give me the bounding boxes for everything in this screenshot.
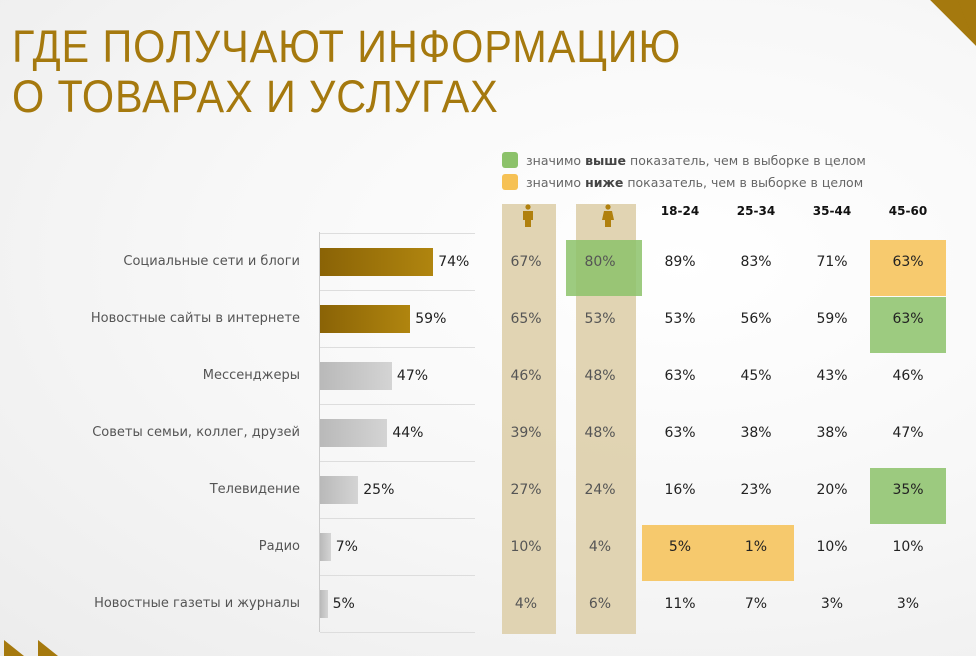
table-cell: 4% bbox=[588, 539, 612, 555]
table-cell: 20% bbox=[816, 482, 848, 498]
table-cell: 48% bbox=[584, 425, 616, 441]
table-cell: 24% bbox=[584, 482, 616, 498]
bar-value-label: 59% bbox=[415, 311, 447, 327]
bar-value-label: 47% bbox=[396, 368, 429, 384]
table-cell: 1% bbox=[744, 539, 768, 555]
category-label: Новостные сайты в интернете bbox=[90, 311, 300, 326]
table-cell: 56% bbox=[740, 311, 772, 327]
category-label: Советы семьи, коллег, друзей bbox=[92, 425, 300, 440]
table-cell: 43% bbox=[816, 368, 848, 384]
column-header-45-60: 45-60 bbox=[888, 204, 928, 218]
bar bbox=[320, 362, 392, 390]
male-icon bbox=[490, 204, 566, 231]
legend-lower: значимо ниже показатель, чем в выборке в… bbox=[502, 174, 863, 190]
column-header-18-24: 18-24 bbox=[660, 204, 700, 218]
table-cell: 46% bbox=[892, 368, 924, 384]
row-divider bbox=[320, 518, 475, 519]
bar bbox=[320, 248, 434, 276]
row-divider bbox=[320, 347, 475, 348]
row-divider bbox=[320, 632, 475, 633]
significance-highlight-lower bbox=[870, 240, 946, 296]
row-divider bbox=[320, 290, 475, 291]
table-cell: 4% bbox=[514, 596, 538, 612]
significance-highlight-higher bbox=[870, 468, 946, 524]
table-cell: 63% bbox=[892, 254, 924, 270]
table-cell: 38% bbox=[816, 425, 848, 441]
bar bbox=[320, 590, 328, 618]
bottom-triangle-decoration bbox=[4, 640, 24, 656]
table-cell: 53% bbox=[584, 311, 616, 327]
table-cell: 35% bbox=[892, 482, 924, 498]
bar-value-label: 44% bbox=[392, 425, 424, 441]
category-label: Социальные сети и блоги bbox=[123, 254, 300, 269]
legend-swatch-yellow bbox=[502, 174, 518, 190]
bar bbox=[320, 533, 331, 561]
significance-highlight-lower bbox=[642, 525, 718, 581]
bottom-triangle-decoration bbox=[38, 640, 58, 656]
category-label: Телевидение bbox=[209, 482, 300, 497]
table-cell: 7% bbox=[744, 596, 768, 612]
table-cell: 46% bbox=[510, 368, 542, 384]
bar-value-label: 74% bbox=[438, 254, 470, 270]
bar-value-label: 5% bbox=[332, 596, 355, 612]
row-divider bbox=[320, 461, 475, 462]
table-cell: 63% bbox=[664, 425, 696, 441]
table-cell: 16% bbox=[664, 482, 696, 498]
bar-value-label: 25% bbox=[363, 482, 395, 498]
table-cell: 89% bbox=[664, 254, 696, 270]
table-cell: 48% bbox=[584, 368, 616, 384]
row-divider bbox=[320, 404, 475, 405]
table-cell: 45% bbox=[740, 368, 772, 384]
column-header-25-34: 25-34 bbox=[736, 204, 776, 218]
bar bbox=[320, 476, 359, 504]
table-cell: 10% bbox=[892, 539, 924, 555]
legend-swatch-green bbox=[502, 152, 518, 168]
table-cell: 5% bbox=[668, 539, 692, 555]
table-cell: 59% bbox=[816, 311, 848, 327]
table-cell: 11% bbox=[664, 596, 696, 612]
category-label: Новостные газеты и журналы bbox=[94, 596, 300, 611]
table-cell: 10% bbox=[510, 539, 542, 555]
legend-higher: значимо выше показатель, чем в выборке в… bbox=[502, 152, 866, 168]
significance-highlight-higher bbox=[566, 240, 642, 296]
table-cell: 83% bbox=[740, 254, 772, 270]
column-header-35-44: 35-44 bbox=[812, 204, 852, 218]
table-cell: 65% bbox=[510, 311, 542, 327]
bar bbox=[320, 419, 388, 447]
table-cell: 67% bbox=[510, 254, 542, 270]
row-divider bbox=[320, 233, 475, 234]
category-label: Радио bbox=[258, 539, 300, 554]
table-cell: 39% bbox=[510, 425, 542, 441]
table-cell: 23% bbox=[740, 482, 772, 498]
category-label: Мессенджеры bbox=[202, 368, 300, 383]
table-cell: 3% bbox=[820, 596, 844, 612]
table-cell: 10% bbox=[816, 539, 848, 555]
table-cell: 63% bbox=[892, 311, 924, 327]
female-icon bbox=[570, 204, 646, 231]
male-column-bg bbox=[502, 204, 556, 634]
table-cell: 53% bbox=[664, 311, 696, 327]
table-cell: 80% bbox=[584, 254, 616, 270]
table-cell: 71% bbox=[816, 254, 848, 270]
table-cell: 63% bbox=[664, 368, 696, 384]
row-divider bbox=[320, 575, 475, 576]
bar bbox=[320, 305, 411, 333]
table-cell: 27% bbox=[510, 482, 542, 498]
table-cell: 3% bbox=[896, 596, 920, 612]
table-cell: 38% bbox=[740, 425, 772, 441]
page-title: ГДЕ ПОЛУЧАЮТ ИНФОРМАЦИЮ О ТОВАРАХ И УСЛУ… bbox=[12, 21, 682, 122]
significance-highlight-higher bbox=[870, 297, 946, 353]
bar-value-label: 7% bbox=[335, 539, 358, 555]
significance-highlight-lower bbox=[718, 525, 794, 581]
table-cell: 6% bbox=[588, 596, 612, 612]
bar-axis bbox=[319, 232, 320, 632]
table-cell: 47% bbox=[892, 425, 924, 441]
